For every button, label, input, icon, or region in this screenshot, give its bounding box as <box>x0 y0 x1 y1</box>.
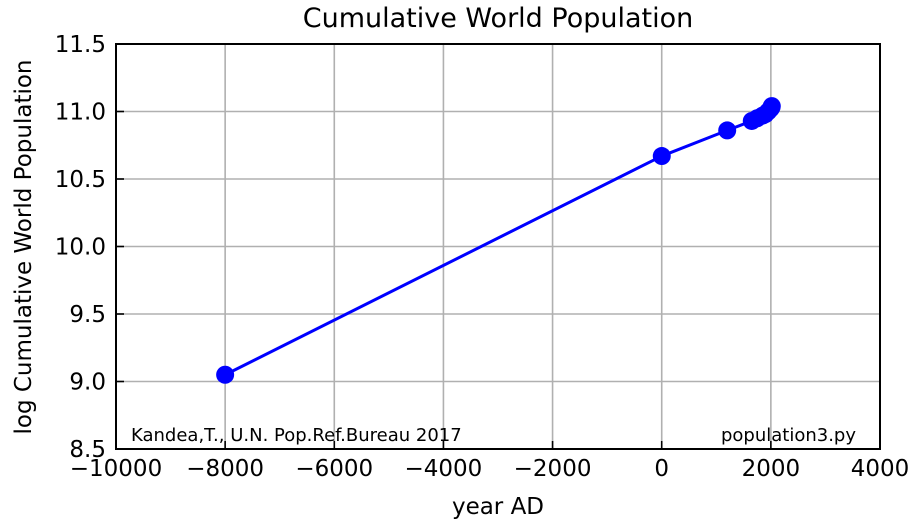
y-axis-label: log Cumulative World Population <box>11 59 37 434</box>
y-tick-label: 9.5 <box>69 302 106 328</box>
x-tick-label: 2000 <box>742 456 801 482</box>
y-tick-label: 11.5 <box>55 32 106 58</box>
x-axis-label: year AD <box>452 494 544 520</box>
y-tick-label: 11.0 <box>55 100 106 126</box>
data-point <box>652 147 671 166</box>
x-tick-label: −4000 <box>405 456 483 482</box>
x-tick-label: −6000 <box>295 456 373 482</box>
data-point <box>762 97 781 116</box>
y-tick-label: 8.5 <box>69 437 106 463</box>
script-annotation: population3.py <box>721 425 856 446</box>
source-annotation: Kandea,T., U.N. Pop.Ref.Bureau 2017 <box>131 425 462 446</box>
x-tick-label: −10000 <box>70 456 162 482</box>
data-point <box>718 121 737 140</box>
x-tick-label: −2000 <box>514 456 592 482</box>
chart-title: Cumulative World Population <box>303 3 694 34</box>
plot-series <box>216 97 781 384</box>
x-tick-label: 4000 <box>851 456 910 482</box>
data-point <box>216 365 235 384</box>
y-tick-label: 10.5 <box>55 167 106 193</box>
series-line <box>224 105 774 377</box>
x-tick-label: 0 <box>654 456 669 482</box>
y-tick-label: 9.0 <box>69 370 106 396</box>
y-tick-label: 10.0 <box>55 235 106 261</box>
axis-ticks: −10000 −8000 −6000 −4000 −2000 0 2000 4000 8.5 9.… <box>55 32 909 482</box>
x-tick-label: −8000 <box>186 456 264 482</box>
